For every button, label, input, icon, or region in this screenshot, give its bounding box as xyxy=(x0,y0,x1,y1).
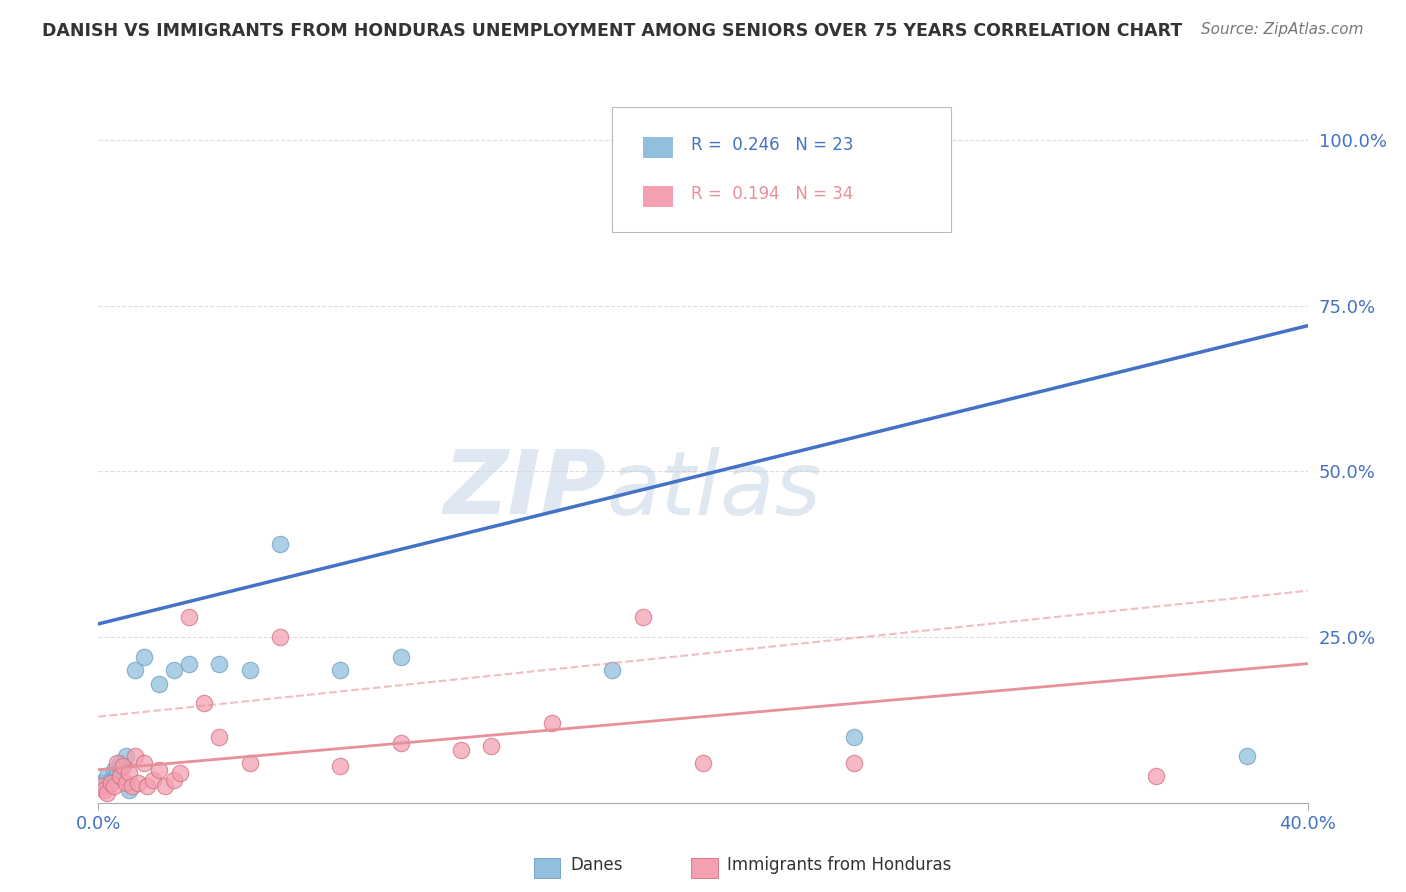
Point xyxy=(1144,769,1167,783)
Point xyxy=(121,779,143,793)
Point xyxy=(148,763,170,777)
Point xyxy=(169,766,191,780)
Point xyxy=(108,769,131,783)
Point xyxy=(153,779,176,793)
Point xyxy=(1236,749,1258,764)
Point xyxy=(108,756,131,770)
Point xyxy=(148,676,170,690)
Point xyxy=(389,650,412,665)
Point xyxy=(208,657,231,671)
Point xyxy=(329,759,352,773)
Point xyxy=(269,537,291,551)
Point xyxy=(103,779,125,793)
Text: Immigrants from Honduras: Immigrants from Honduras xyxy=(727,856,952,874)
Point xyxy=(90,776,112,790)
Point xyxy=(124,663,146,677)
Text: R =  0.246   N = 23: R = 0.246 N = 23 xyxy=(690,136,853,154)
Point xyxy=(100,776,122,790)
Point xyxy=(96,769,118,783)
Point xyxy=(111,759,134,773)
Point xyxy=(111,759,134,773)
Point xyxy=(602,663,624,677)
Text: Source: ZipAtlas.com: Source: ZipAtlas.com xyxy=(1201,22,1364,37)
Point xyxy=(105,756,128,770)
Point xyxy=(93,779,115,793)
FancyBboxPatch shape xyxy=(534,858,561,878)
Text: ZIP: ZIP xyxy=(443,446,606,533)
Point xyxy=(481,739,503,754)
Point xyxy=(844,756,866,770)
Point xyxy=(179,610,201,624)
Point xyxy=(193,697,215,711)
Point xyxy=(631,610,654,624)
Point xyxy=(105,766,128,780)
Point xyxy=(100,772,122,787)
Point xyxy=(329,663,352,677)
Point xyxy=(692,756,714,770)
Point xyxy=(132,756,155,770)
Point xyxy=(114,776,136,790)
Point xyxy=(269,630,291,644)
FancyBboxPatch shape xyxy=(643,137,673,158)
Point xyxy=(135,779,157,793)
Point xyxy=(93,782,115,797)
Point xyxy=(239,663,262,677)
Point xyxy=(118,782,141,797)
Point xyxy=(127,776,149,790)
FancyBboxPatch shape xyxy=(643,186,673,207)
Point xyxy=(90,779,112,793)
Point xyxy=(132,650,155,665)
Point xyxy=(844,730,866,744)
Text: Danes: Danes xyxy=(569,856,623,874)
Point xyxy=(208,730,231,744)
Point xyxy=(389,736,412,750)
Text: atlas: atlas xyxy=(606,447,821,533)
Point xyxy=(103,763,125,777)
Point xyxy=(118,766,141,780)
Point xyxy=(124,749,146,764)
FancyBboxPatch shape xyxy=(613,107,950,232)
Text: DANISH VS IMMIGRANTS FROM HONDURAS UNEMPLOYMENT AMONG SENIORS OVER 75 YEARS CORR: DANISH VS IMMIGRANTS FROM HONDURAS UNEMP… xyxy=(42,22,1182,40)
FancyBboxPatch shape xyxy=(690,858,717,878)
Text: R =  0.194   N = 34: R = 0.194 N = 34 xyxy=(690,185,853,203)
Point xyxy=(540,716,562,731)
Point xyxy=(239,756,262,770)
Point xyxy=(163,772,186,787)
Point xyxy=(96,786,118,800)
Point xyxy=(450,743,472,757)
Point xyxy=(142,772,165,787)
Point xyxy=(163,663,186,677)
Point xyxy=(114,749,136,764)
Point xyxy=(179,657,201,671)
